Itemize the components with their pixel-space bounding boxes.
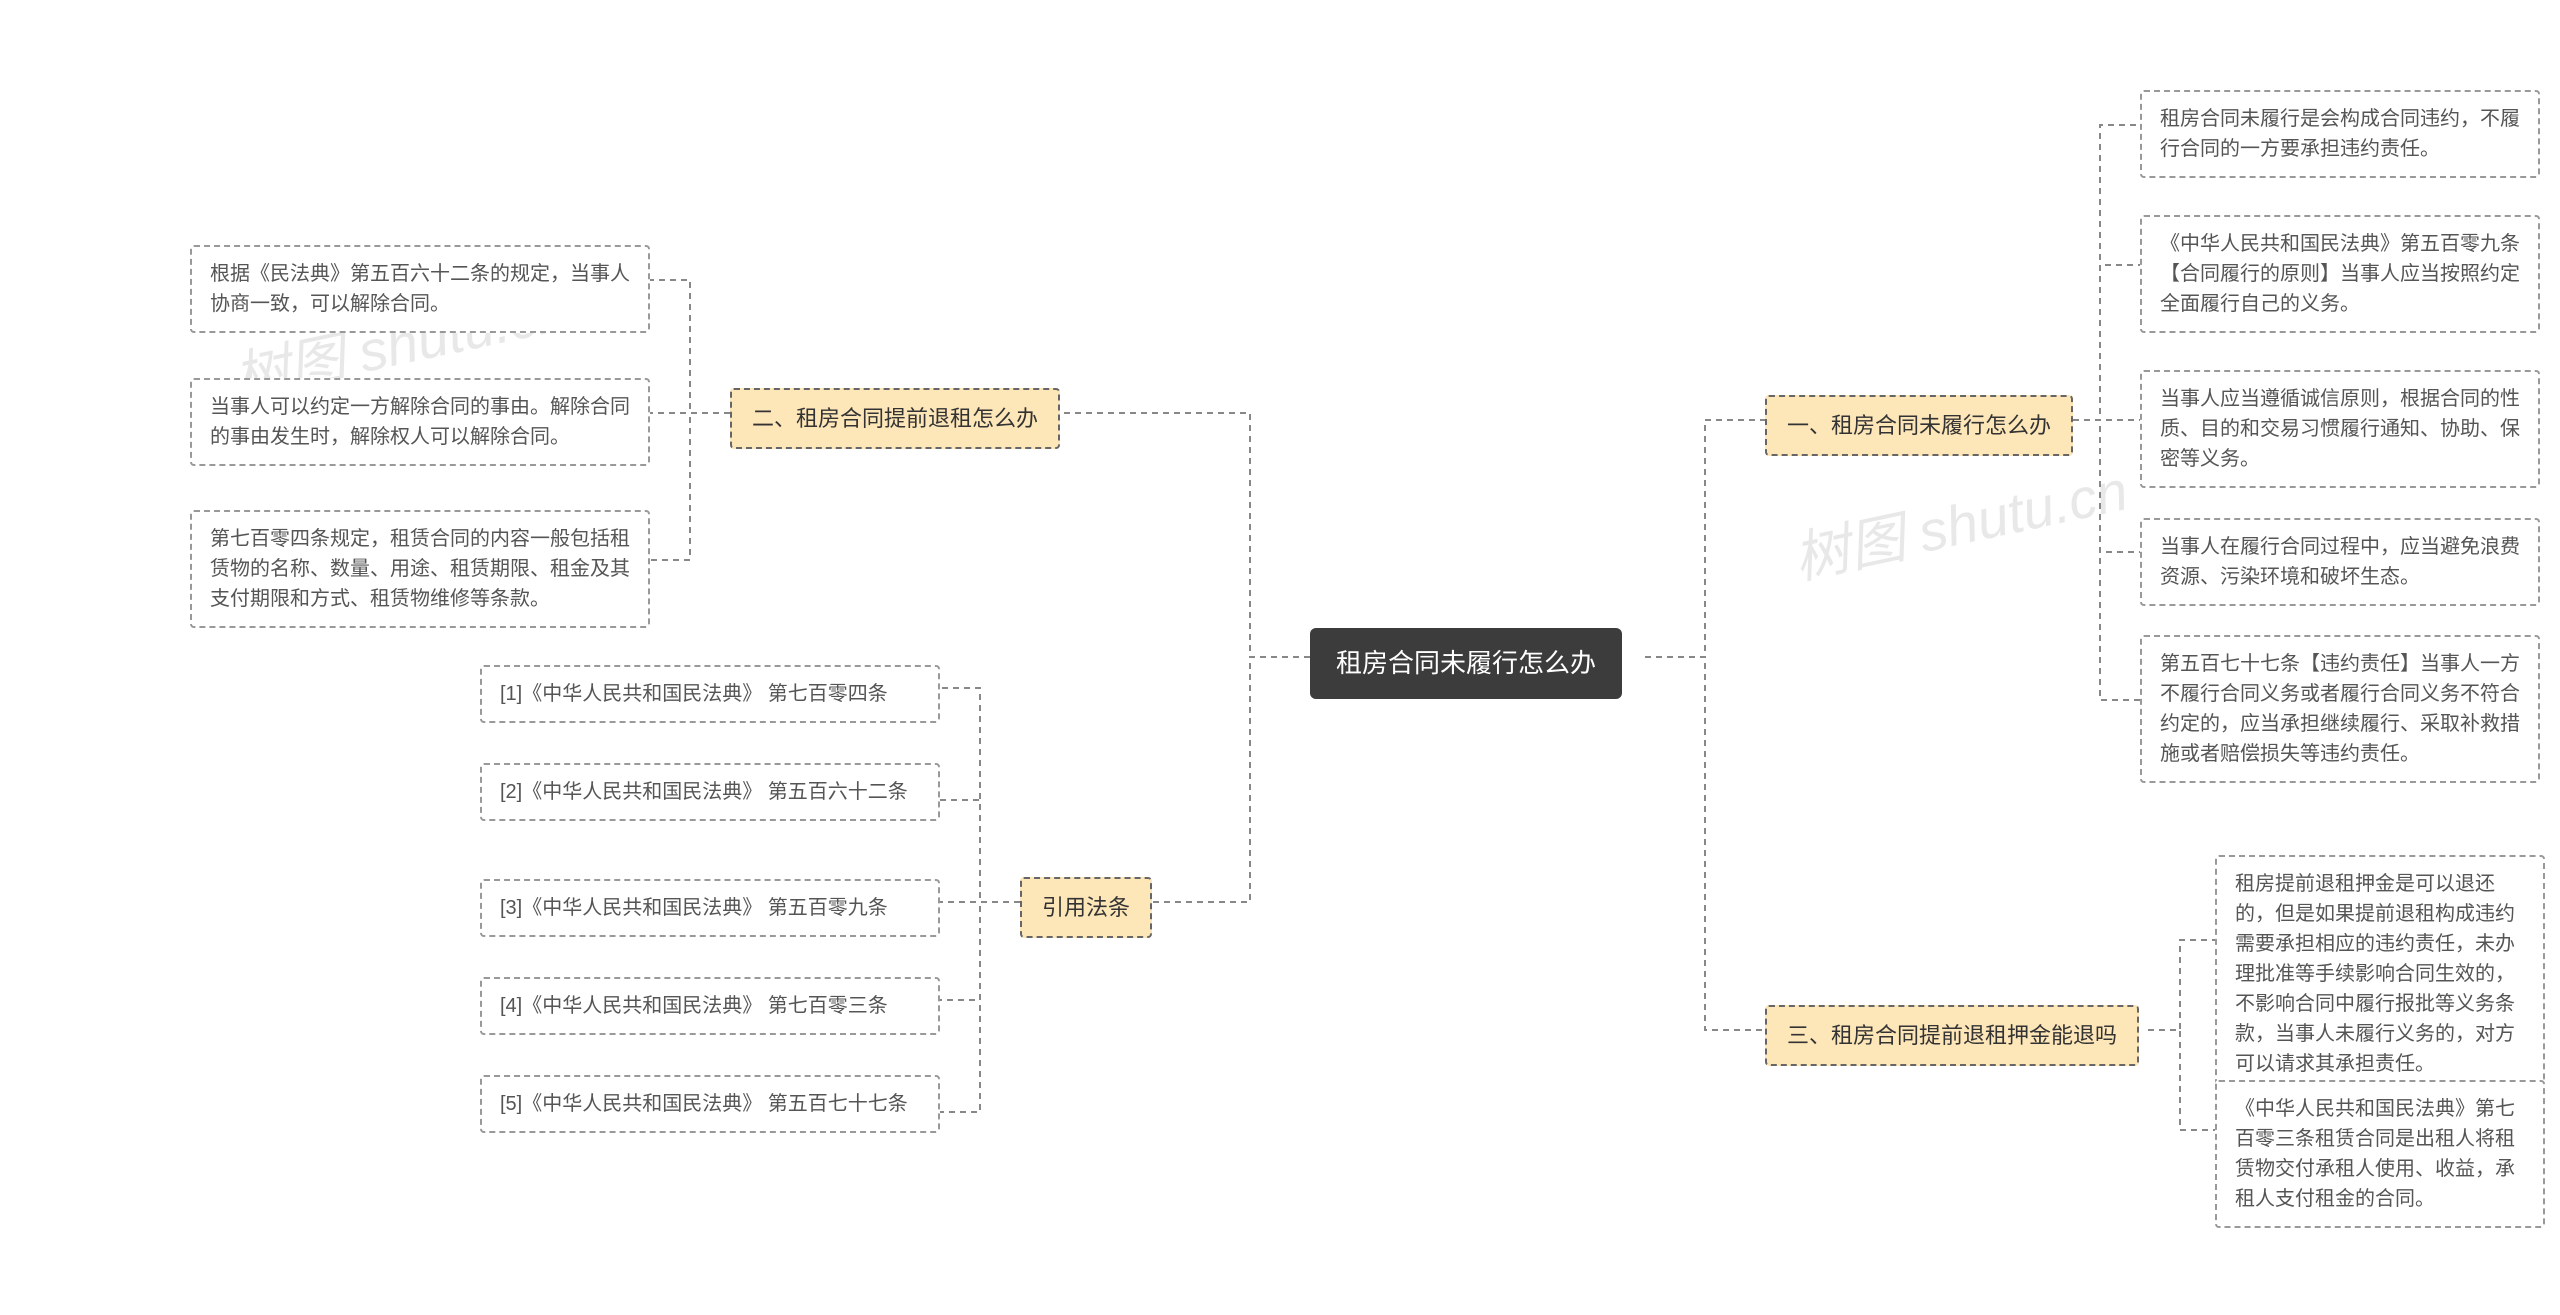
leaf-node: [5]《中华人民共和国民法典》 第五百七十七条 <box>480 1075 940 1133</box>
leaf-node: 当事人可以约定一方解除合同的事由。解除合同的事由发生时，解除权人可以解除合同。 <box>190 378 650 466</box>
branch-3: 三、租房合同提前退租押金能退吗 <box>1765 1005 2139 1066</box>
branch-2: 二、租房合同提前退租怎么办 <box>730 388 1060 449</box>
leaf-node: 租房合同未履行是会构成合同违约，不履行合同的一方要承担违约责任。 <box>2140 90 2540 178</box>
leaf-node: 根据《民法典》第五百六十二条的规定，当事人协商一致，可以解除合同。 <box>190 245 650 333</box>
leaf-node: 当事人在履行合同过程中，应当避免浪费资源、污染环境和破坏生态。 <box>2140 518 2540 606</box>
leaf-node: [1]《中华人民共和国民法典》 第七百零四条 <box>480 665 940 723</box>
branch-1: 一、租房合同未履行怎么办 <box>1765 395 2073 456</box>
leaf-node: [4]《中华人民共和国民法典》 第七百零三条 <box>480 977 940 1035</box>
leaf-node: 《中华人民共和国民法典》第七百零三条租赁合同是出租人将租赁物交付承租人使用、收益… <box>2215 1080 2545 1228</box>
leaf-node: 第七百零四条规定，租赁合同的内容一般包括租赁物的名称、数量、用途、租赁期限、租金… <box>190 510 650 628</box>
leaf-node: 当事人应当遵循诚信原则，根据合同的性质、目的和交易习惯履行通知、协助、保密等义务… <box>2140 370 2540 488</box>
watermark: 树图 shutu.cn <box>1785 446 2134 596</box>
root-node: 租房合同未履行怎么办 <box>1310 628 1622 699</box>
leaf-node: 第五百七十七条【违约责任】当事人一方不履行合同义务或者履行合同义务不符合约定的，… <box>2140 635 2540 783</box>
leaf-node: [2]《中华人民共和国民法典》 第五百六十二条 <box>480 763 940 821</box>
leaf-node: 《中华人民共和国民法典》第五百零九条【合同履行的原则】当事人应当按照约定全面履行… <box>2140 215 2540 333</box>
leaf-node: 租房提前退租押金是可以退还的，但是如果提前退租构成违约需要承担相应的违约责任，未… <box>2215 855 2545 1093</box>
leaf-node: [3]《中华人民共和国民法典》 第五百零九条 <box>480 879 940 937</box>
branch-citations: 引用法条 <box>1020 877 1152 938</box>
